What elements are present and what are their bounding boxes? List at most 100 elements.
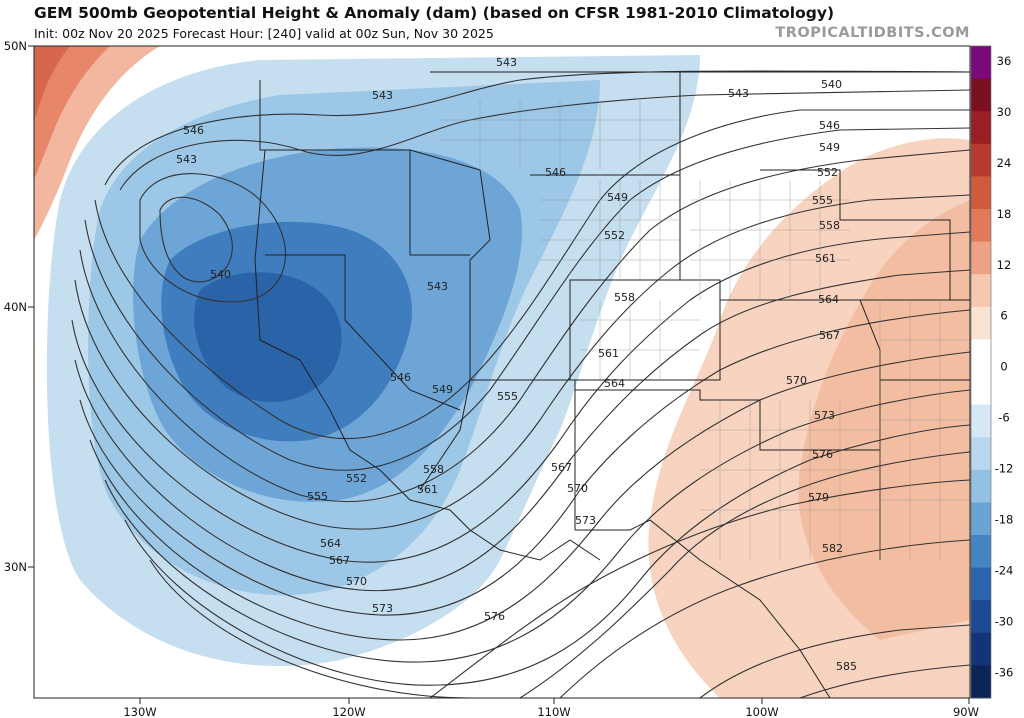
colorbar-label: 0: [1000, 360, 1007, 374]
contour-label: 546: [390, 371, 411, 384]
contour-label: 561: [598, 347, 619, 360]
lon-tick-label: 90W: [953, 705, 979, 718]
colorbar-label: -6: [998, 411, 1009, 425]
contour-label: 585: [836, 660, 857, 673]
height-contours: [71, 70, 970, 698]
colorbar-swatch: [971, 78, 991, 112]
contour-label: 549: [607, 191, 628, 204]
map-frame: [33, 45, 971, 699]
map-subtitle: Init: 00z Nov 20 2025 Forecast Hour: [24…: [34, 26, 494, 41]
latitude-axis: 50N 40N 30N: [4, 39, 34, 574]
negative-anomaly-peak: [194, 272, 342, 402]
colorbar-swatch: [971, 502, 991, 536]
contour-label: 555: [307, 490, 328, 503]
colorbar-swatch: [971, 209, 991, 243]
contour-label: 570: [567, 482, 588, 495]
lon-tick-label: 100W: [745, 705, 778, 718]
contour-label: 564: [320, 537, 341, 550]
colorbar-label: -18: [995, 512, 1014, 526]
contour-label: 549: [819, 141, 840, 154]
colorbar-swatch: [971, 437, 991, 471]
colorbar-label: 12: [997, 258, 1012, 272]
colorbar-label: -12: [995, 462, 1014, 476]
lat-tick-label: 30N: [4, 560, 27, 574]
contour-label: 576: [812, 448, 833, 461]
colorbar-swatch: [971, 665, 991, 699]
contour-label: 573: [814, 409, 835, 422]
contour-label: 579: [808, 491, 829, 504]
contour-label: 543: [728, 87, 749, 100]
contour-label: 549: [432, 383, 453, 396]
colorbar-swatch: [971, 600, 991, 634]
contour-label: 540: [210, 268, 231, 281]
lat-tick-label: 50N: [4, 39, 27, 53]
contour-label: 561: [417, 483, 438, 496]
contour-label: 558: [423, 463, 444, 476]
colorbar-swatch: [971, 404, 991, 438]
lon-tick-label: 130W: [123, 705, 156, 718]
colorbar-swatch: [971, 469, 991, 503]
contour-label: 540: [821, 78, 842, 91]
contour-label: 546: [545, 166, 566, 179]
colorbar: [970, 45, 992, 699]
contour-label: 570: [346, 575, 367, 588]
lon-tick-label: 110W: [537, 705, 570, 718]
positive-anomaly-northwest-mid: [34, 46, 110, 180]
contour-label: 561: [815, 252, 836, 265]
contour-label: 543: [372, 89, 393, 102]
colorbar-frame: [970, 45, 992, 699]
colorbar-label: -36: [995, 665, 1014, 679]
colorbar-swatch: [971, 372, 991, 406]
contour-label: 558: [819, 219, 840, 232]
contour-label: 567: [819, 329, 840, 342]
colorbar-swatch: [971, 274, 991, 308]
longitude-axis: 130W 120W 110W 100W 90W: [123, 698, 979, 718]
contour-label: 564: [818, 293, 839, 306]
contour-label: 555: [497, 390, 518, 403]
colorbar-label: -24: [995, 563, 1014, 577]
contour-label: 570: [786, 374, 807, 387]
colorbar-swatch: [971, 143, 991, 177]
contour-label: 543: [427, 280, 448, 293]
brand-watermark: TROPICALTIDBITS.COM: [775, 25, 970, 41]
map-title: GEM 500mb Geopotential Height & Anomaly …: [34, 4, 835, 22]
contour-label: 573: [575, 514, 596, 527]
colorbar-labels: 36 30 24 18 12 6 0 -6 -12 -18 -24 -30 -36: [995, 54, 1014, 679]
colorbar-swatch: [971, 111, 991, 145]
contour-label: 552: [604, 229, 625, 242]
lon-tick-label: 120W: [332, 705, 365, 718]
contour-label: 546: [819, 119, 840, 132]
colorbar-label: 24: [997, 156, 1012, 170]
colorbar-swatch: [971, 241, 991, 275]
positive-anomaly-northwest-strong: [34, 46, 70, 120]
colorbar-label: -30: [995, 614, 1014, 628]
colorbar-label: 6: [1000, 309, 1007, 323]
colorbar-swatch: [971, 567, 991, 601]
contour-label: 567: [551, 461, 572, 474]
lat-tick-label: 40N: [4, 300, 27, 314]
colorbar-swatch: [971, 632, 991, 666]
colorbar-swatch: [971, 535, 991, 569]
colorbar-label: 30: [997, 105, 1012, 119]
colorbar-swatch: [971, 339, 991, 373]
contour-label: 552: [817, 166, 838, 179]
contour-label: 543: [176, 153, 197, 166]
contour-labels: 543 543 543 540 546 549 552 555 558 561 …: [176, 56, 857, 673]
contour-label: 552: [346, 472, 367, 485]
contour-label: 555: [812, 194, 833, 207]
contour-label: 582: [822, 542, 843, 555]
colorbar-swatch: [971, 306, 991, 340]
contour-label: 564: [604, 377, 625, 390]
county-lines: [440, 100, 970, 560]
colorbar-label: 36: [997, 54, 1012, 68]
contour-label: 558: [614, 291, 635, 304]
contour-label: 546: [183, 124, 204, 137]
contour-label: 573: [372, 602, 393, 615]
colorbar-swatch: [971, 46, 991, 80]
contour-label: 543: [496, 56, 517, 69]
contour-label: 576: [484, 610, 505, 623]
map-field: [34, 46, 970, 698]
colorbar-swatch: [971, 176, 991, 210]
contour-label: 567: [329, 554, 350, 567]
